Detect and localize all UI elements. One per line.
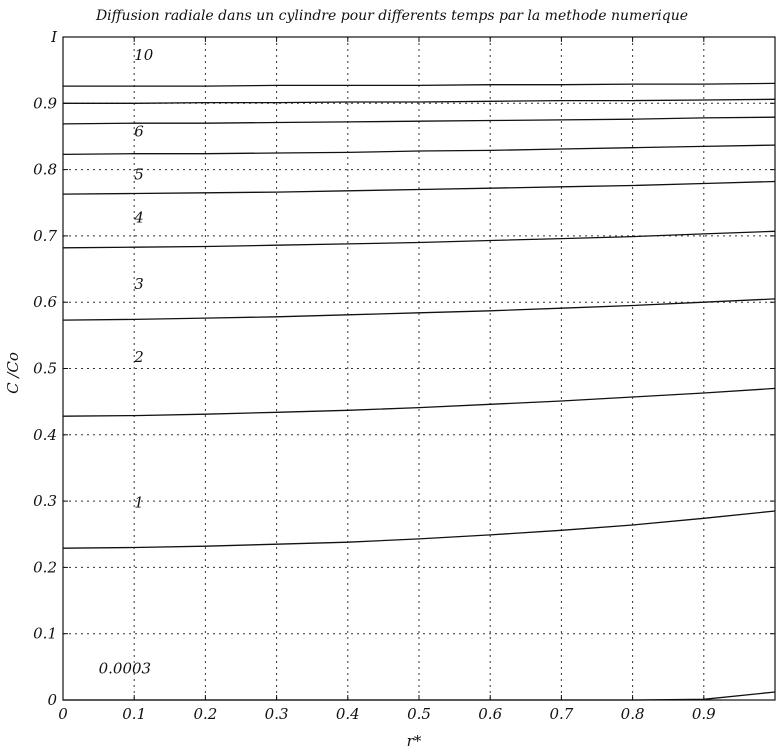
chart-title: Diffusion radiale dans un cylindre pour …: [95, 8, 688, 24]
x-axis-label: r*: [407, 732, 422, 750]
y-tick-label: 0.4: [33, 426, 57, 444]
series-line: [62, 230, 776, 249]
series-line: [62, 387, 776, 417]
y-tick-label: 0.1: [33, 625, 57, 643]
x-tick-label: 0.4: [336, 705, 360, 723]
x-tick-label: 0: [58, 705, 68, 723]
x-tick-label: 0.8: [621, 705, 645, 723]
curve-label: 2: [133, 348, 144, 366]
curve-label: 1: [134, 494, 144, 512]
curve-label: 3: [134, 275, 144, 293]
series-line: [62, 180, 776, 195]
x-tick-label: 0.1: [122, 705, 146, 723]
y-tick-label: 0.6: [33, 293, 57, 311]
x-tick-label: 0.6: [478, 705, 502, 723]
y-tick-label: 0.7: [33, 227, 57, 245]
y-tick-label: 0.8: [33, 161, 57, 179]
series-line: [63, 98, 776, 104]
y-axis-label: C /Co: [4, 352, 22, 394]
x-tick-label: 0.7: [549, 705, 573, 723]
x-tick-label: 0.5: [407, 705, 431, 723]
series-line: [62, 116, 776, 125]
x-tick-label: 0.3: [265, 705, 289, 723]
y-tick-label: 0: [47, 691, 57, 709]
y-tick-label: 0.2: [33, 558, 57, 576]
series-line: [62, 510, 776, 549]
y-tick-label: 0.9: [33, 94, 57, 112]
x-tick-label: 0.9: [692, 705, 716, 723]
plot-lines: [62, 82, 776, 701]
series-line: [62, 298, 776, 321]
y-tick-label: 0.3: [33, 492, 57, 510]
x-tick-label: 0.2: [193, 705, 217, 723]
axis-ticks: 0 0.1 0.2 0.3 0.4 0.5 0.6 0.7 0.8 0.9 0 0.1 0.2 0.3 0.…: [33, 28, 775, 723]
y-tick-label: 0.5: [33, 360, 57, 378]
curve-label: 4: [133, 209, 144, 227]
curve-label: 6: [134, 122, 144, 140]
curve-label: 10: [134, 46, 154, 64]
curve-label: 0.0003: [99, 659, 152, 677]
grid: [63, 37, 775, 700]
y-tick-label: I: [50, 28, 58, 46]
series-line: [63, 82, 776, 87]
curve-labels: 0.0003 1 2 3 4 5 6 10: [99, 46, 154, 677]
series-line: [62, 144, 776, 156]
curve-label: 5: [134, 166, 144, 184]
